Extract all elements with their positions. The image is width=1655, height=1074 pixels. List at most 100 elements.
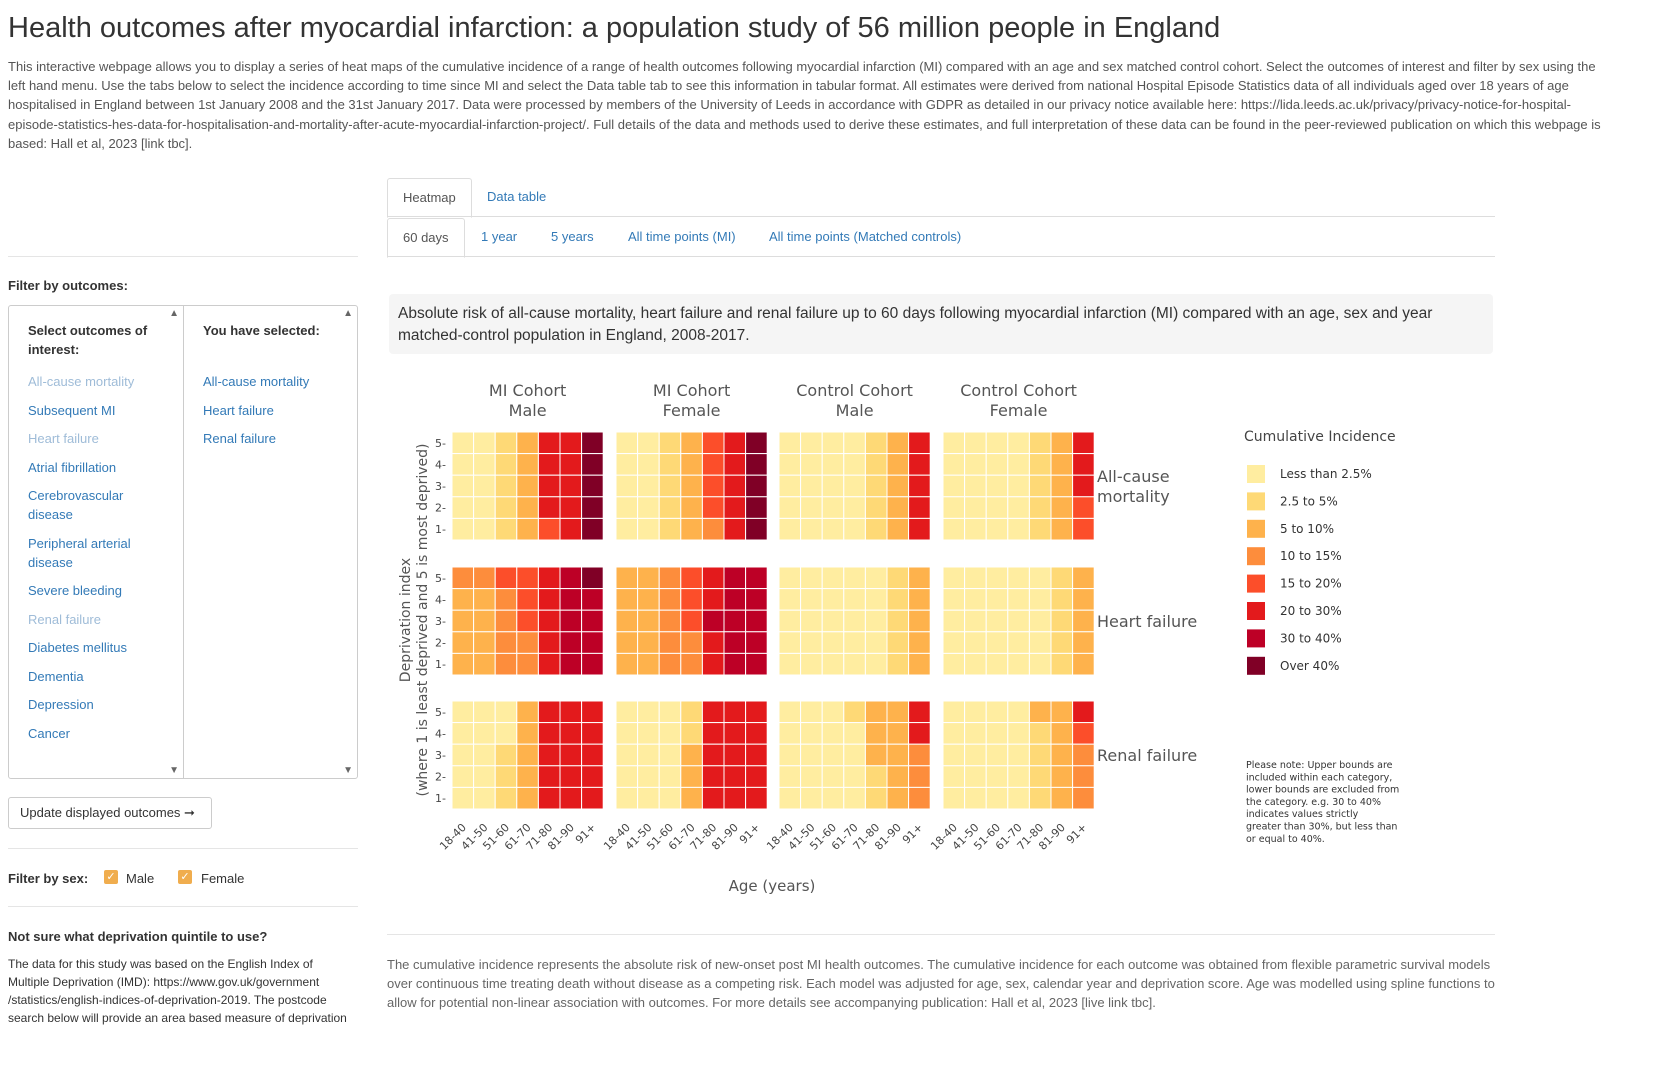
row-label: Renal failure xyxy=(1097,746,1197,765)
heatmap-cell xyxy=(908,588,931,611)
outcome-option[interactable]: Severe bleeding xyxy=(28,583,122,598)
legend-swatch xyxy=(1247,574,1265,593)
heatmap-cell xyxy=(1028,474,1052,498)
outcome-option[interactable]: Atrial fibrillation xyxy=(28,459,117,475)
selected-outcome[interactable]: All-cause mortality xyxy=(203,374,310,389)
heatmap-cell xyxy=(615,566,639,590)
heatmap-cell xyxy=(1028,588,1052,611)
heatmap-cell xyxy=(451,453,475,476)
heatmap-cell xyxy=(821,566,845,590)
heatmap-cell xyxy=(908,631,931,654)
column-header: MI Cohort xyxy=(653,381,730,400)
heatmap-cell xyxy=(864,722,888,745)
heatmap-cell xyxy=(1072,609,1095,633)
heatmap-cell xyxy=(451,566,475,590)
legend-note-line: greater than 30%, but less than xyxy=(1246,822,1397,833)
selected-outcomes-column[interactable]: You have selected: All-cause mortality He… xyxy=(184,306,357,778)
selected-outcome[interactable]: Heart failure xyxy=(203,402,274,418)
heatmap-cell xyxy=(723,631,747,654)
subtab-60-days[interactable]: 60 days xyxy=(387,218,465,258)
tab-heatmap[interactable]: Heatmap xyxy=(387,178,472,218)
selected-outcome[interactable]: Renal failure xyxy=(203,431,276,446)
heatmap-cell xyxy=(658,652,682,676)
scroll-down-icon[interactable]: ▼ xyxy=(343,765,353,776)
heatmap-cell xyxy=(942,588,966,611)
heatmap-cell xyxy=(964,453,987,476)
heatmap-cell xyxy=(451,474,475,498)
heatmap-cell xyxy=(886,431,910,455)
female-checkbox[interactable]: ✓ xyxy=(178,870,192,884)
subtab-1-year[interactable]: 1 year xyxy=(481,229,518,244)
outcome-option[interactable]: Subsequent MI xyxy=(28,402,116,418)
heatmap-cell xyxy=(615,609,639,633)
outcome-option[interactable]: All-cause mortality xyxy=(28,374,135,389)
heatmap-cell xyxy=(494,700,518,724)
heatmap-cell xyxy=(908,765,931,788)
legend-label: Over 40% xyxy=(1280,659,1339,673)
heatmap-cell xyxy=(494,453,518,476)
row-label: mortality xyxy=(1097,487,1170,506)
heatmap-cell xyxy=(680,453,703,476)
heatmap-cell xyxy=(1072,786,1095,810)
outcome-option[interactable]: Depression xyxy=(28,697,94,712)
tab-data-table[interactable]: Data table xyxy=(487,189,547,204)
heatmap-cell xyxy=(680,431,703,455)
heatmap-cell xyxy=(473,588,496,611)
heatmap-cell xyxy=(451,722,475,745)
heatmap-cell xyxy=(723,517,747,541)
heatmap-cell xyxy=(821,631,845,654)
filter-outcomes-label: Filter by outcomes: xyxy=(8,278,128,293)
legend-label: 10 to 15% xyxy=(1280,549,1342,563)
heatmap-cell xyxy=(821,700,845,724)
legend-swatch xyxy=(1247,519,1265,538)
heatmap-cell xyxy=(658,786,682,810)
heatmap-cell xyxy=(516,631,539,654)
heatmap-cell xyxy=(1050,474,1074,498)
heatmap-cell xyxy=(886,453,910,476)
heatmap-cell xyxy=(1007,765,1030,788)
scroll-up-icon[interactable]: ▲ xyxy=(169,308,179,319)
heatmap-cell xyxy=(985,496,1009,519)
heatmap-cell xyxy=(1028,652,1052,676)
outcome-option[interactable]: Diabetes mellitus xyxy=(28,640,127,655)
heatmap-cell xyxy=(615,722,639,745)
outcome-option[interactable]: Renal failure xyxy=(28,611,101,627)
heatmap-cell xyxy=(843,588,866,611)
outcome-option[interactable]: Heart failure xyxy=(28,431,99,446)
heatmap-cell xyxy=(745,743,768,767)
subtab-all-time-mi[interactable]: All time points (MI) xyxy=(628,229,736,244)
heatmap-cell xyxy=(778,453,802,476)
heatmap-cell xyxy=(1028,566,1052,590)
heatmap-cell xyxy=(942,765,966,788)
y-tick-label: 3- xyxy=(435,480,446,493)
outcome-option[interactable]: Cancer xyxy=(28,725,70,741)
heatmap-cell xyxy=(451,496,475,519)
outcome-option[interactable]: Peripheral arterial disease xyxy=(28,535,131,570)
heatmap-cell xyxy=(1050,609,1074,633)
heatmap-cell xyxy=(723,588,747,611)
subtab-5-years[interactable]: 5 years xyxy=(551,229,594,244)
heatmap-cell xyxy=(451,652,475,676)
heatmap-cell xyxy=(680,631,703,654)
outcome-option[interactable]: Cerebrovascular disease xyxy=(28,488,124,522)
heatmap-cell xyxy=(615,474,639,498)
scroll-up-icon[interactable]: ▲ xyxy=(343,308,353,319)
subtab-all-time-controls[interactable]: All time points (Matched controls) xyxy=(769,229,962,244)
heatmap-cell xyxy=(1007,431,1030,455)
heatmap-cell xyxy=(516,765,539,788)
heatmap-cell xyxy=(800,609,823,633)
heatmap-cell xyxy=(559,453,583,476)
heatmap-cell xyxy=(1007,631,1030,654)
heatmap-cell xyxy=(843,765,866,788)
y-tick-label: 5- xyxy=(435,706,446,719)
heatmap-cell xyxy=(778,496,802,519)
scroll-down-icon[interactable]: ▼ xyxy=(169,765,179,776)
male-checkbox[interactable]: ✓ xyxy=(104,870,118,884)
outcome-options-column[interactable]: Select outcomes of interest: All-cause m… xyxy=(9,306,184,778)
outcome-option[interactable]: Dementia xyxy=(28,668,84,684)
heatmap-cell xyxy=(615,453,639,476)
update-outcomes-button[interactable]: Update displayed outcomes ➞ xyxy=(8,797,212,829)
x-tick-label: 91+ xyxy=(1064,821,1090,847)
heatmap-cell xyxy=(942,517,966,541)
